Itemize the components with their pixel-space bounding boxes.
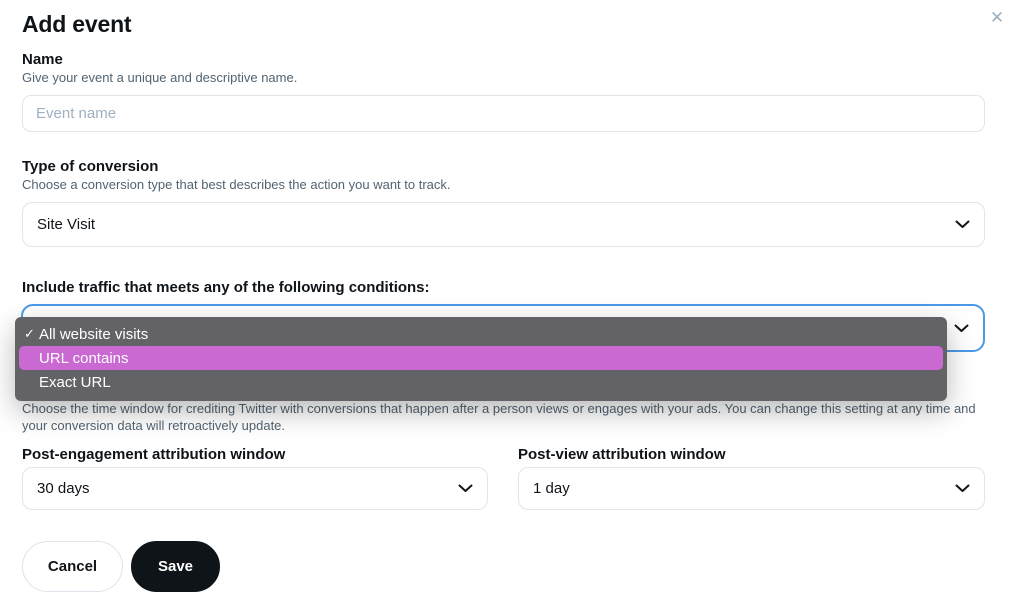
- close-icon[interactable]: ✕: [989, 8, 1005, 27]
- chevron-down-icon: [458, 484, 473, 493]
- conditions-label: Include traffic that meets any of the fo…: [22, 279, 430, 296]
- post-view-select[interactable]: 1 day: [518, 467, 985, 510]
- post-engagement-select[interactable]: 30 days: [22, 467, 488, 510]
- menu-option-label: All website visits: [39, 325, 149, 343]
- chevron-down-icon: [955, 484, 970, 493]
- post-engagement-label: Post-engagement attribution window: [22, 446, 286, 463]
- page-title: Add event: [22, 11, 132, 37]
- menu-option-label: URL contains: [39, 349, 129, 367]
- conversion-type-label: Type of conversion: [22, 158, 159, 175]
- save-button[interactable]: Save: [131, 541, 220, 592]
- conversion-type-helper-text: Choose a conversion type that best descr…: [22, 177, 451, 192]
- cancel-button[interactable]: Cancel: [22, 541, 123, 592]
- post-view-value: 1 day: [533, 480, 570, 497]
- menu-option-all-website-visits[interactable]: ✓ All website visits: [15, 322, 947, 346]
- name-label: Name: [22, 51, 63, 68]
- post-engagement-value: 30 days: [37, 480, 90, 497]
- menu-option-exact-url[interactable]: Exact URL: [15, 370, 947, 394]
- menu-option-url-contains[interactable]: URL contains: [19, 346, 943, 370]
- conversion-type-select[interactable]: Site Visit: [22, 202, 985, 247]
- event-name-input[interactable]: [22, 95, 985, 132]
- conversion-type-value: Site Visit: [37, 216, 96, 233]
- post-view-label: Post-view attribution window: [518, 446, 726, 463]
- name-helper-text: Give your event a unique and descriptive…: [22, 70, 298, 85]
- chevron-down-icon: [954, 324, 969, 333]
- attribution-description: Choose the time window for crediting Twi…: [22, 401, 976, 433]
- chevron-down-icon: [955, 220, 970, 229]
- checkmark-icon: ✓: [24, 326, 35, 341]
- menu-option-label: Exact URL: [39, 373, 111, 391]
- conditions-dropdown-menu: ✓ All website visits URL contains Exact …: [15, 317, 947, 401]
